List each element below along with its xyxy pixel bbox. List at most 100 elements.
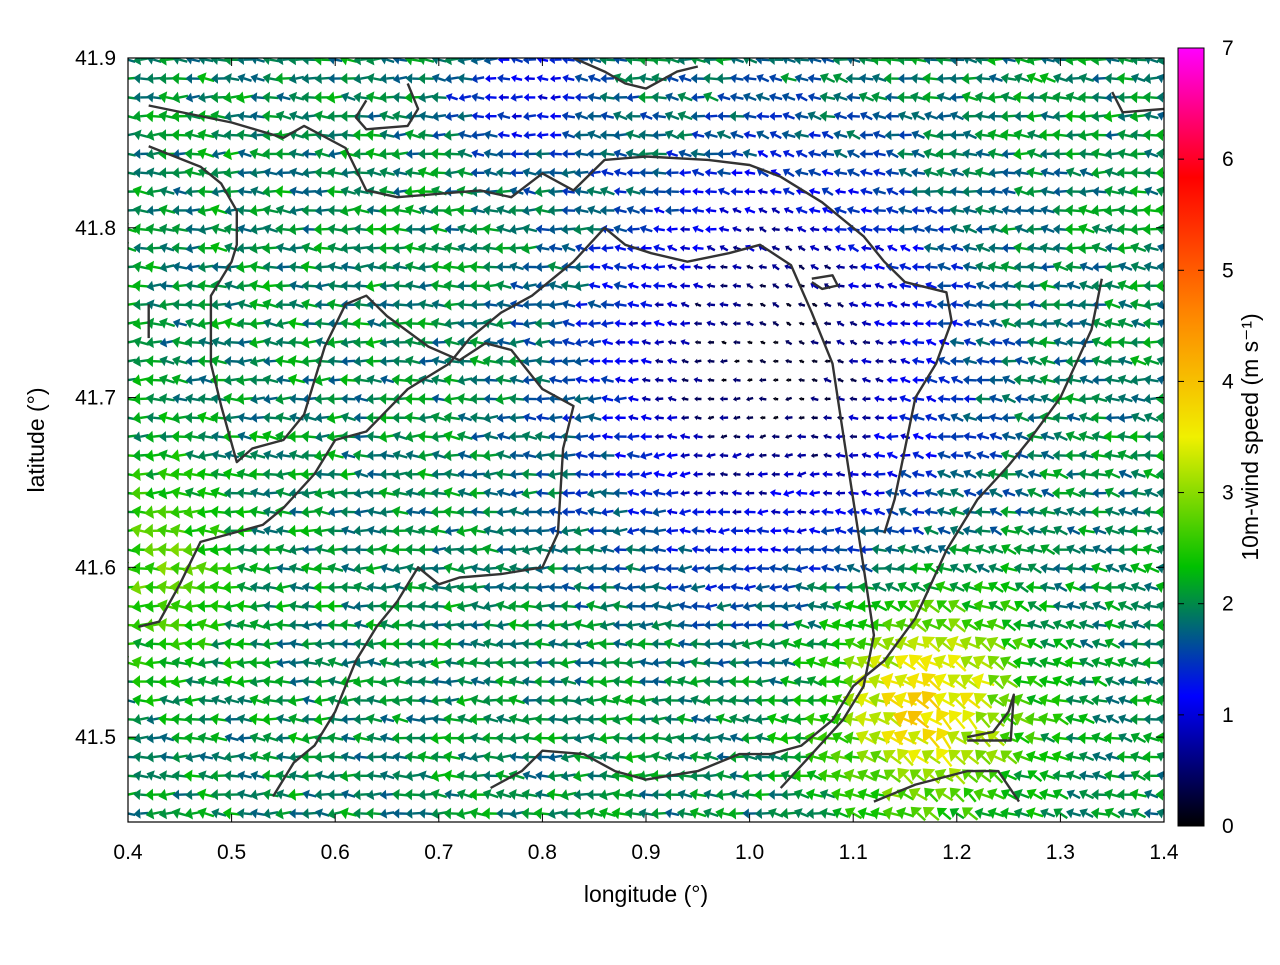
wind-vector [210, 374, 227, 386]
wind-vector [1040, 544, 1054, 554]
wind-vector [912, 470, 925, 479]
wind-vector [315, 73, 330, 84]
wind-vector [445, 526, 459, 536]
wind-vector [549, 526, 562, 535]
wind-vector [936, 186, 952, 197]
wind-vector [496, 469, 512, 480]
wind-vector [1143, 544, 1159, 555]
wind-vector [430, 167, 447, 179]
wind-vector [760, 303, 765, 307]
wind-vector [1026, 807, 1043, 819]
wind-vector [626, 451, 639, 460]
wind-vector [1013, 299, 1029, 310]
wind-vector [680, 245, 690, 252]
wind-vector [640, 489, 652, 498]
wind-vector [172, 657, 188, 669]
wind-vector [262, 563, 279, 575]
wind-vector [536, 112, 548, 120]
wind-vector [302, 168, 317, 179]
wind-vector [160, 752, 175, 762]
wind-vector [599, 54, 615, 65]
wind-vector [989, 451, 1002, 460]
wind-vector [444, 695, 459, 705]
wind-vector [744, 546, 756, 554]
wind-vector [1002, 205, 1016, 215]
wind-vector [924, 544, 938, 554]
wind-vector [627, 527, 639, 536]
wind-vector [912, 320, 923, 328]
wind-vector [678, 658, 692, 668]
wind-vector [848, 414, 858, 421]
wind-vector [327, 751, 343, 762]
wind-vector [367, 507, 382, 517]
wind-vector [716, 639, 730, 649]
wind-vector [718, 187, 730, 195]
wind-vector [431, 469, 446, 480]
wind-vector [575, 376, 587, 384]
wind-vector [897, 92, 913, 104]
wind-vector [975, 111, 990, 122]
colorbar-tick-label: 4 [1222, 370, 1234, 393]
wind-vector [263, 732, 279, 743]
wind-vector [667, 282, 677, 289]
wind-vector [665, 130, 679, 140]
wind-vector [327, 299, 344, 311]
wind-vector [898, 224, 912, 234]
wind-vector [627, 489, 639, 497]
wind-vector [1091, 808, 1108, 820]
wind-vector [341, 601, 355, 611]
wind-vector [405, 601, 421, 612]
wind-vector [353, 243, 368, 254]
wind-vector [665, 808, 679, 818]
wind-vector [653, 263, 665, 271]
wind-vector [627, 338, 639, 346]
wind-vector [1105, 393, 1120, 404]
wind-vector [237, 205, 253, 216]
wind-vector [937, 526, 950, 535]
wind-vector [1027, 318, 1042, 329]
wind-vector [782, 112, 794, 121]
wind-vector [327, 638, 342, 649]
wind-vector [445, 112, 458, 121]
wind-vector [797, 471, 806, 477]
wind-vector [811, 359, 817, 363]
wind-vector [951, 263, 963, 271]
wind-vector [405, 619, 421, 630]
wind-vector [808, 131, 820, 140]
wind-vector [573, 582, 589, 593]
wind-vector [693, 471, 703, 478]
wind-vector [887, 471, 897, 478]
wind-vector [615, 451, 626, 459]
wind-vector [483, 676, 498, 687]
wind-vector [809, 471, 819, 478]
wind-vector [862, 396, 871, 402]
wind-vector [314, 148, 330, 159]
wind-vector [1104, 582, 1121, 594]
wind-vector [470, 695, 486, 706]
wind-vector [237, 695, 252, 706]
wind-vector [704, 130, 718, 140]
wind-vector [773, 397, 778, 401]
wind-vector [511, 113, 521, 120]
wind-vector [289, 677, 303, 687]
wind-vector [548, 450, 564, 461]
wind-vector [327, 243, 343, 254]
wind-vector [392, 412, 408, 423]
wind-vector [898, 73, 912, 83]
wind-vector [471, 149, 484, 158]
wind-vector [680, 320, 690, 327]
wind-vector [237, 129, 253, 140]
wind-vector [352, 317, 369, 329]
wind-vector [496, 167, 511, 178]
wind-vector [354, 601, 369, 611]
wind-vector [602, 282, 613, 290]
wind-vector [975, 129, 991, 140]
wind-vector [614, 187, 627, 196]
y-tick-label: 41.9 [75, 47, 116, 70]
wind-vector [587, 488, 602, 498]
wind-vector [548, 432, 562, 442]
wind-vector [521, 789, 537, 800]
wind-vector [289, 639, 304, 649]
wind-vector [626, 130, 641, 141]
